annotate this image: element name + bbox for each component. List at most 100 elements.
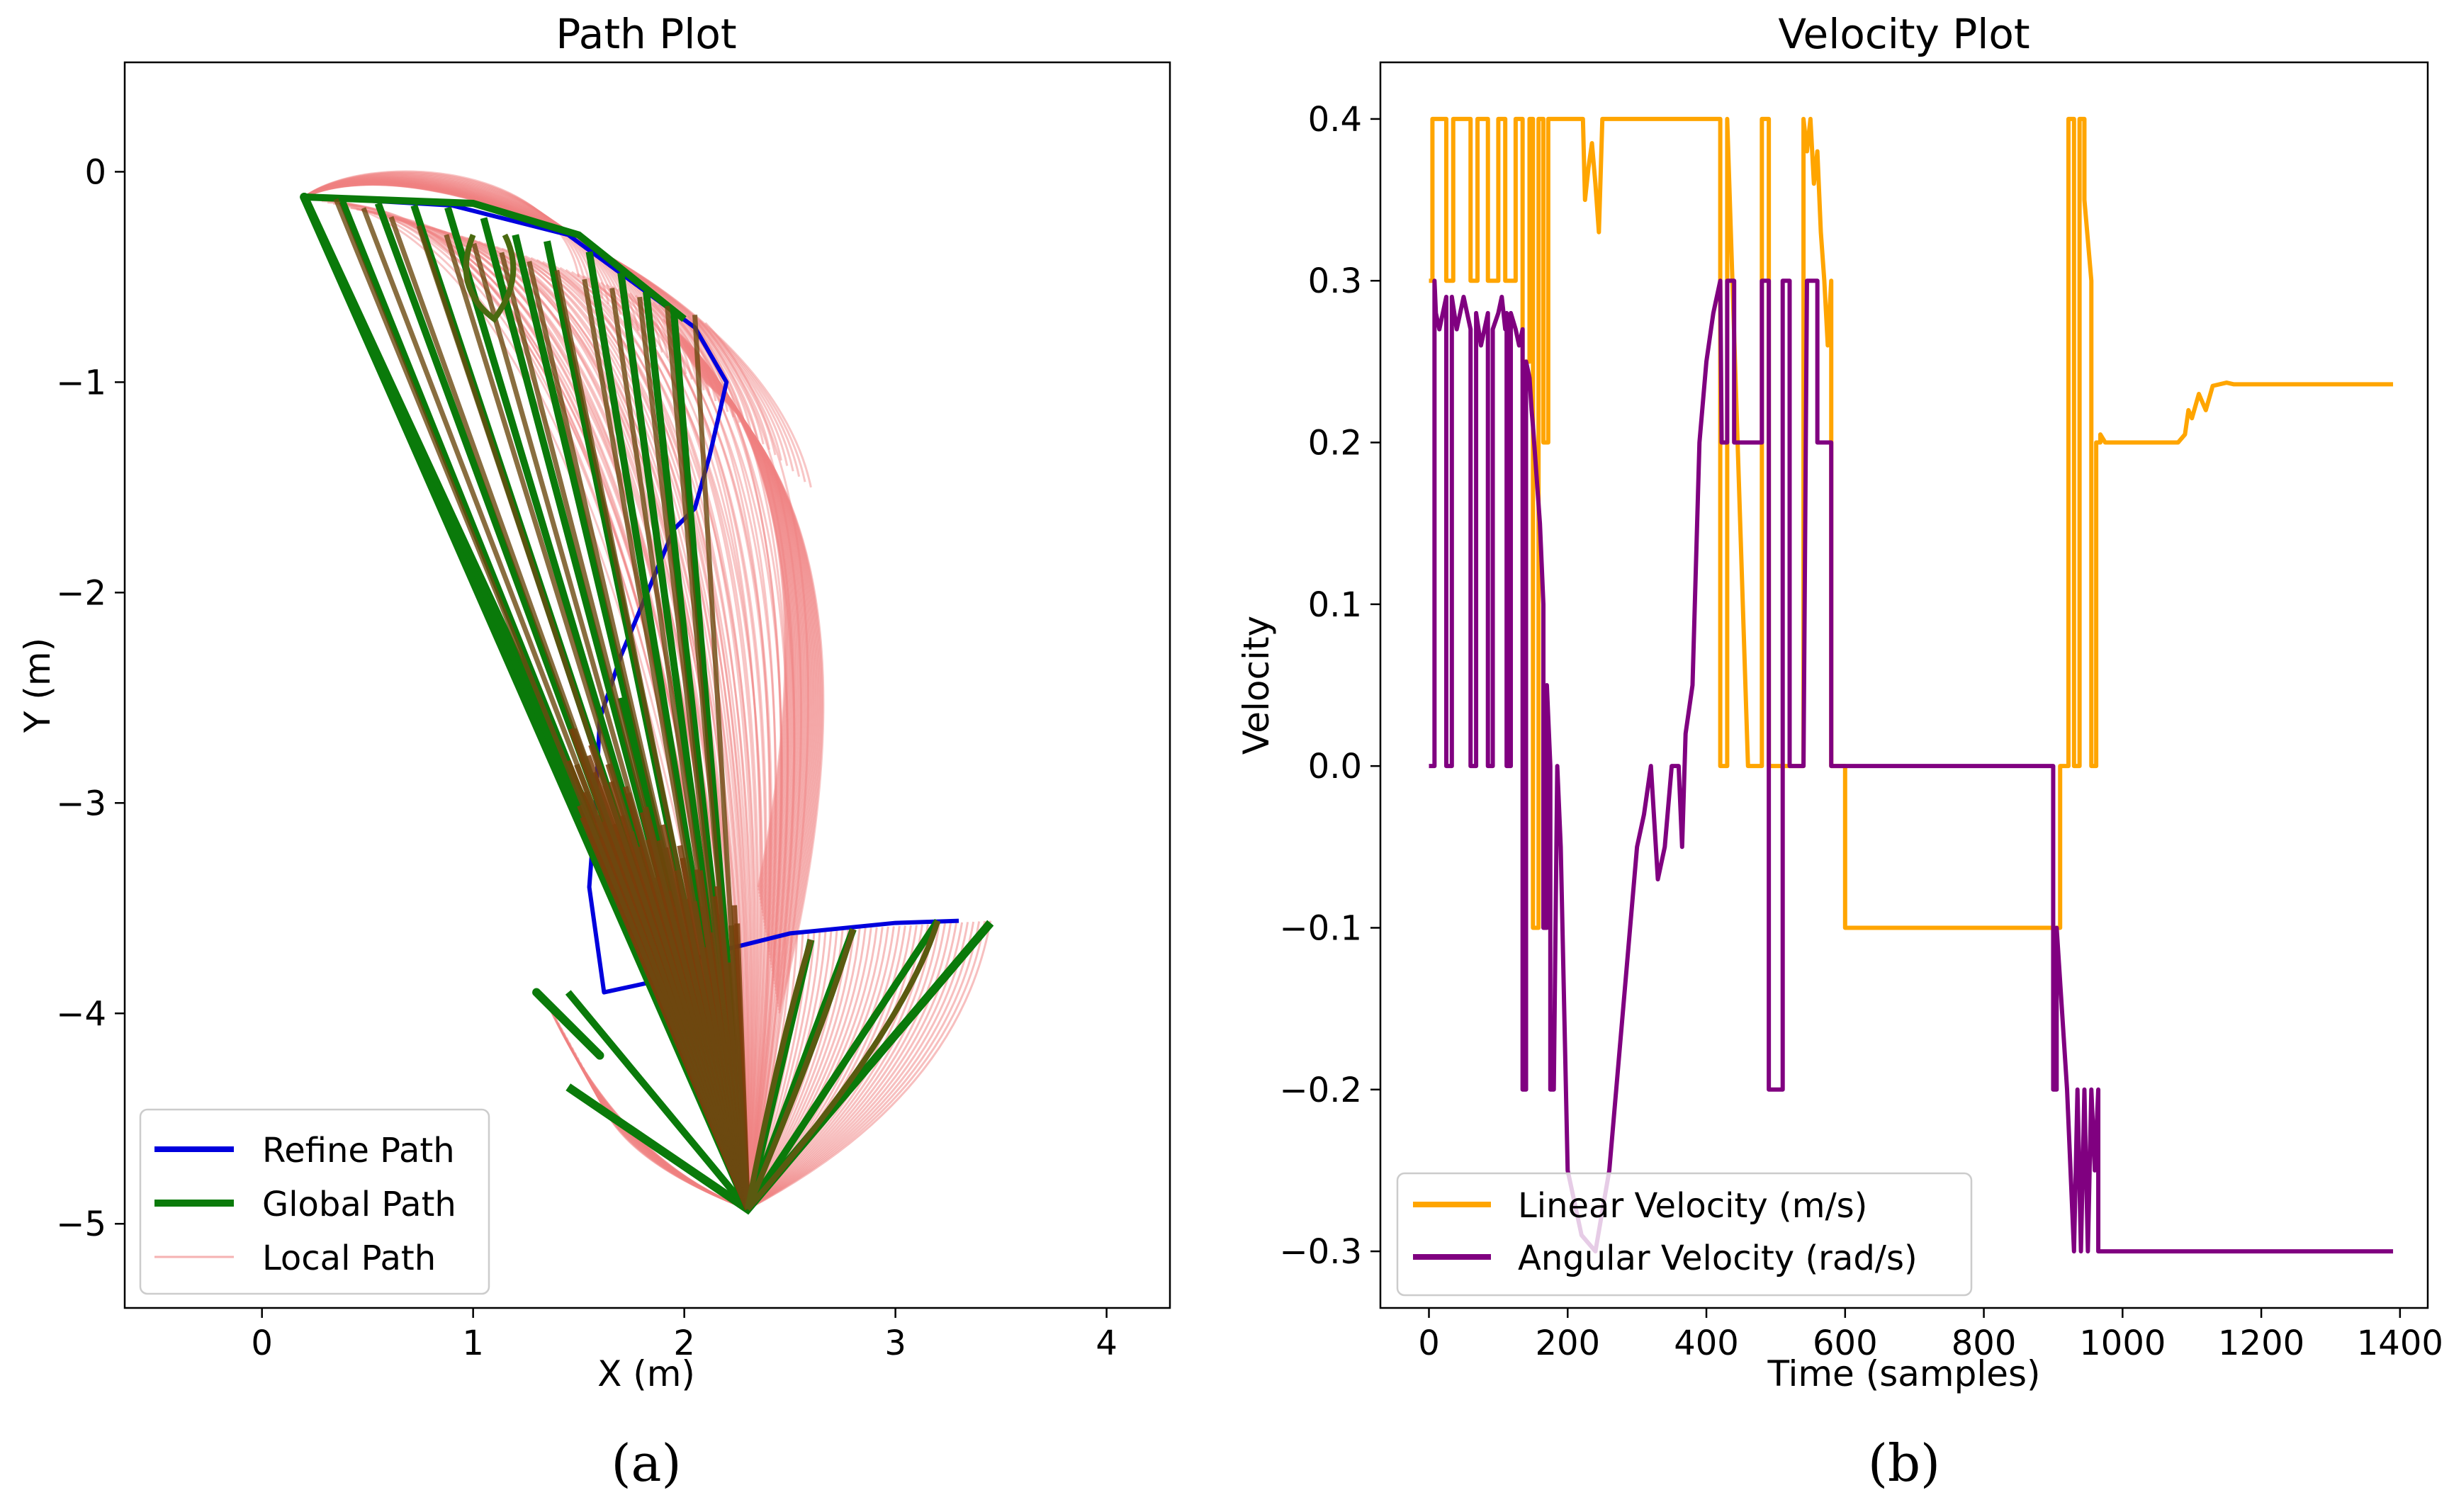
local-path-line <box>303 179 687 375</box>
overlap-path-line <box>527 261 750 1210</box>
path-plot-frame <box>123 61 1171 1309</box>
overlap-path-line <box>388 215 750 1210</box>
overlap-path-line <box>554 269 750 1210</box>
local-path-line <box>664 321 789 894</box>
local-path-line <box>704 381 825 1014</box>
overlap-path-line <box>416 225 750 1210</box>
velocity-plot-x-tick-label: 200 <box>1535 1324 1600 1363</box>
local-path-line <box>303 179 663 353</box>
local-path-line <box>703 379 823 1011</box>
local-path-line <box>670 308 789 1209</box>
velocity-plot-y-tick-label: −0.3 <box>1279 1232 1362 1272</box>
overlap-path-line <box>471 242 750 1210</box>
local-path-line <box>303 172 598 294</box>
local-path-line <box>559 266 757 1209</box>
local-path-line <box>694 366 816 985</box>
local-path-line <box>682 347 804 946</box>
local-path-line <box>665 322 789 898</box>
local-path-line <box>689 359 811 969</box>
path-plot-y-ticks: 0 −1 −2 −3 −4 −5 <box>56 152 125 1244</box>
path-plot-x-tick-label: 2 <box>673 1324 695 1363</box>
local-path-line <box>303 181 711 396</box>
local-path-line <box>702 378 823 1008</box>
local-path-line <box>303 176 628 321</box>
path-plot-x-ticks: 0 1 2 3 4 <box>251 1308 1117 1363</box>
local-path-line <box>672 332 795 917</box>
velocity-plot-title: Velocity Plot <box>1778 10 2029 58</box>
velocity-plot-x-tick-label: 600 <box>1813 1324 1878 1363</box>
local-path-line <box>747 923 952 1210</box>
local-path-line <box>303 176 640 332</box>
local-path-line <box>747 923 947 1210</box>
local-path-line <box>303 181 717 402</box>
local-path-line <box>663 305 783 1209</box>
local-path-line <box>678 342 801 936</box>
local-path-line <box>704 322 809 1209</box>
legend-label-refine: Refine Path <box>262 1131 455 1170</box>
legend-label-global: Global Path <box>262 1185 456 1224</box>
overlap-path-line <box>499 252 750 1210</box>
path-plot-x-tick-label: 0 <box>251 1324 273 1363</box>
local-path-line <box>681 312 782 1209</box>
overlap-paths <box>333 198 941 1212</box>
velocity-plot-y-tick-label: 0.4 <box>1308 100 1362 140</box>
local-path-line <box>690 360 811 972</box>
local-path-line <box>669 327 792 907</box>
velocity-plot-y-label: Velocity <box>1236 616 1277 755</box>
legend-label-local: Local Path <box>262 1239 436 1278</box>
velocity-plot-y-tick-label: −0.1 <box>1279 908 1362 948</box>
local-path-line <box>675 337 798 927</box>
velocity-plot-x-tick-label: 1400 <box>2357 1324 2443 1363</box>
velocity-plot-x-label: Time (samples) <box>1767 1353 2040 1394</box>
overlap-path-line <box>665 305 750 1209</box>
velocity-plot-y-ticks: 0.4 0.3 0.2 0.1 0.0 −0.1 −0.2 −0.3 <box>1279 100 1380 1272</box>
local-path-line <box>670 329 793 910</box>
local-path-line <box>698 371 818 995</box>
velocity-plot-y-tick-label: 0.0 <box>1308 747 1362 786</box>
local-path-line <box>303 176 634 326</box>
path-plot-legend-box <box>139 1108 490 1295</box>
velocity-plot-x-tick-label: 0 <box>1418 1324 1440 1363</box>
local-path-line <box>696 368 816 988</box>
velocity-plot-y-tick-label: 0.2 <box>1308 424 1362 463</box>
local-path-line <box>303 180 693 380</box>
velocity-plot-x-ticks: 0 200 400 600 800 1000 1200 1400 <box>1418 1308 2443 1363</box>
local-path-line <box>303 179 670 359</box>
local-path-line <box>686 354 808 959</box>
local-path-line <box>684 350 806 952</box>
path-plot-x-label: X (m) <box>597 1353 695 1394</box>
local-path-line <box>303 177 651 342</box>
local-path-line <box>694 365 815 981</box>
local-path-line <box>688 356 809 966</box>
velocity-plot-x-tick-label: 1200 <box>2218 1324 2304 1363</box>
path-plot-y-tick-label: 0 <box>84 152 106 192</box>
overlap-path-line <box>745 928 856 1210</box>
velocity-plot-x-tick-label: 1000 <box>2079 1324 2166 1363</box>
overlap-path-loop <box>463 233 517 323</box>
path-plot-y-tick-label: −3 <box>56 784 106 823</box>
local-path-line <box>303 171 586 283</box>
velocity-plot-x-tick-label: 800 <box>1952 1324 2017 1363</box>
local-path-line <box>612 286 767 1209</box>
local-path-line <box>700 375 821 1001</box>
local-path-line <box>303 179 682 369</box>
linear-velocity-line <box>1429 116 2394 930</box>
local-path-line <box>699 373 820 998</box>
path-plot-y-tick-label: −4 <box>56 994 106 1034</box>
local-path-line <box>746 933 770 1209</box>
path-plot-x-tick-label: 3 <box>884 1324 906 1363</box>
local-path-line <box>606 283 763 1209</box>
velocity-plot-panel: Velocity Plot 0 200 400 600 800 1000 1200 1400 … <box>1236 10 2443 1394</box>
overlap-path-line <box>361 207 750 1210</box>
path-plot-legend: Refine Path Global Path Local Path <box>139 1108 490 1295</box>
local-path-line <box>687 315 789 1209</box>
local-path-line <box>495 246 749 1209</box>
local-path-line <box>303 178 658 348</box>
local-path-line <box>747 920 992 1210</box>
local-path-line <box>747 921 975 1210</box>
overlap-path-line <box>609 288 750 1209</box>
local-path-line <box>747 921 981 1210</box>
local-path-line <box>668 326 792 904</box>
